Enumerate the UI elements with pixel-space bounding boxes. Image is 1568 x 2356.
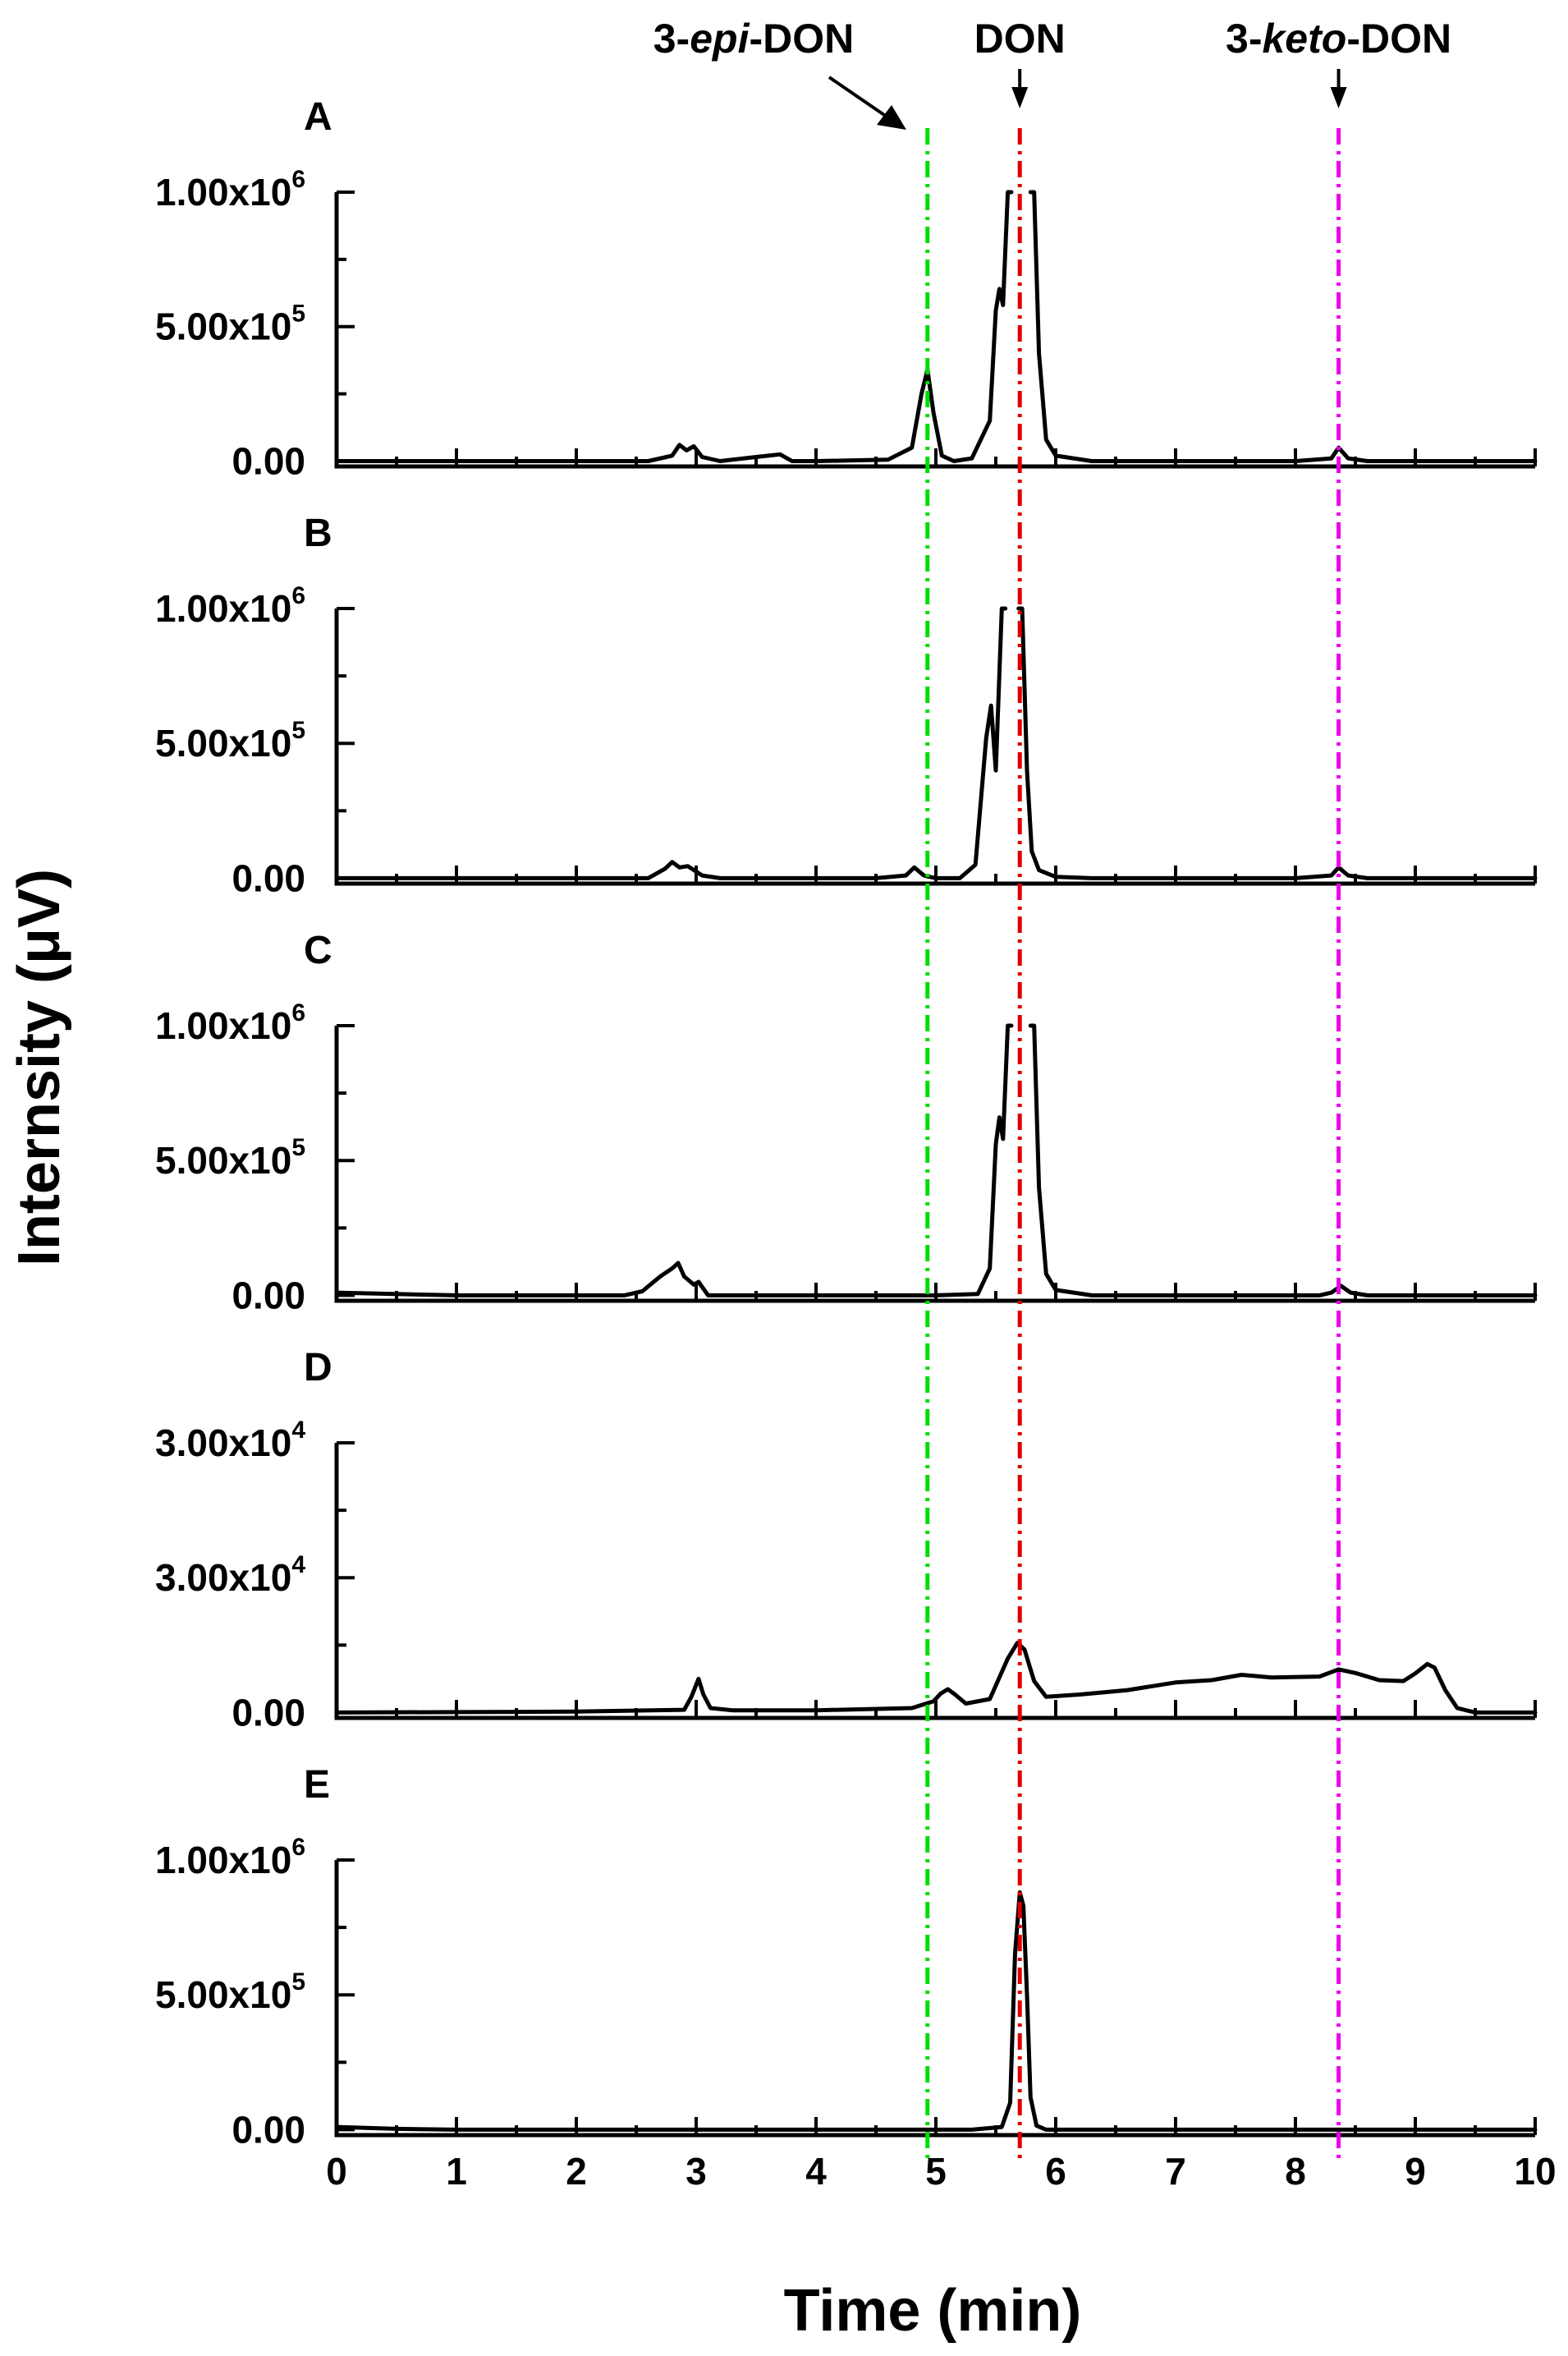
y-tick-label: 3.00x104 <box>155 1551 305 1599</box>
x-tick-label: 3 <box>685 2150 707 2193</box>
y-tick-label: 1.00x106 <box>155 166 305 214</box>
x-tick-labels: 0 1 2 3 4 5 6 7 8 9 10 <box>326 2150 1556 2193</box>
y-axis-title: Internsity (μV) <box>7 869 72 1266</box>
keto-label: 3-keto-DON <box>1226 16 1451 62</box>
axis-frame <box>334 1443 1535 1720</box>
axis-frame <box>334 1860 1535 2138</box>
trace <box>334 1641 1538 1715</box>
peak-annotations: 3-epi-DON DON 3-keto-DON <box>653 16 1451 130</box>
x-tick-label: 10 <box>1514 2150 1556 2193</box>
panel-label: E <box>304 1763 330 1807</box>
y-tick-label: 5.00x105 <box>155 717 305 765</box>
reference-lines <box>925 128 1341 2158</box>
panel-c: 0.00 5.00x105 1.00x106 C <box>155 929 1538 1316</box>
epi-annotation: 3-epi-DON <box>653 16 906 130</box>
arrow <box>828 76 888 118</box>
y-tick-label: 0.00 <box>232 1274 305 1316</box>
x-tick-label: 4 <box>805 2150 827 2193</box>
panel-label: D <box>304 1346 332 1389</box>
panel-e: 0.00 5.00x105 1.00x106 E <box>155 1763 1538 2151</box>
arrowhead <box>877 105 906 130</box>
panel-d: 0.00 3.00x104 3.00x104 D <box>155 1346 1538 1734</box>
don-annotation: DON <box>974 16 1066 108</box>
arrowhead <box>1011 87 1029 108</box>
y-tick-label: 0.00 <box>232 2108 305 2151</box>
y-tick-label: 1.00x106 <box>155 999 305 1047</box>
x-tick-label: 1 <box>446 2150 467 2193</box>
y-tick-label: 5.00x105 <box>155 1134 305 1182</box>
panels: 0.00 5.00x105 1.00x106 A 0.00 5.00x105 1.00x10… <box>155 95 1538 2151</box>
panel-a: 0.00 5.00x105 1.00x106 A <box>155 95 1538 482</box>
x-tick-label: 2 <box>566 2150 587 2193</box>
keto-annotation: 3-keto-DON <box>1226 16 1451 108</box>
trace <box>334 606 1538 880</box>
x-tick-label: 6 <box>1045 2150 1066 2193</box>
axis-frame <box>334 609 1535 886</box>
trace <box>334 1023 1538 1297</box>
epi-label: 3-epi-DON <box>653 16 854 62</box>
x-tick-label: 0 <box>326 2150 347 2193</box>
trace <box>334 1890 1538 2132</box>
y-tick-label: 0.00 <box>232 1691 305 1734</box>
y-tick-label: 1.00x106 <box>155 582 305 630</box>
y-tick-label: 3.00x104 <box>155 1417 305 1464</box>
y-tick-label: 1.00x106 <box>155 1834 305 1881</box>
panel-label: A <box>304 95 332 139</box>
x-tick-label: 9 <box>1405 2150 1426 2193</box>
y-tick-label: 5.00x105 <box>155 1968 305 2016</box>
y-tick-label: 0.00 <box>232 857 305 899</box>
panel-label: B <box>304 512 332 555</box>
panel-b: 0.00 5.00x105 1.00x106 B <box>155 512 1538 899</box>
trace <box>334 190 1538 463</box>
x-axis-title: Time (min) <box>784 2278 1082 2344</box>
x-tick-label: 8 <box>1285 2150 1306 2193</box>
axis-frame <box>334 1026 1535 1303</box>
y-tick-label: 5.00x105 <box>155 301 305 348</box>
arrowhead <box>1330 87 1347 108</box>
y-tick-label: 0.00 <box>232 439 305 482</box>
don-label: DON <box>974 16 1066 62</box>
x-tick-label: 7 <box>1165 2150 1186 2193</box>
panel-label: C <box>304 929 332 972</box>
